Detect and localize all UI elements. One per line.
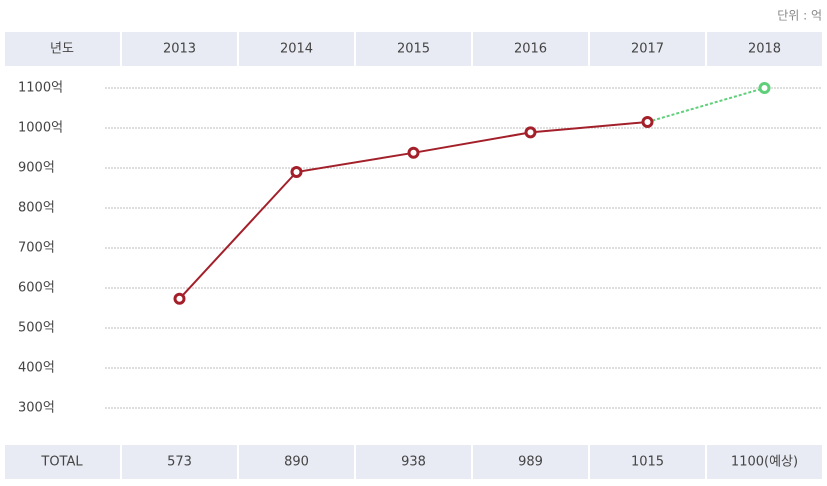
value-label: 989: [518, 455, 543, 470]
y-tick-label: 500억: [18, 321, 55, 336]
footer-cell: [239, 445, 354, 479]
x-tick-label: 2016: [514, 42, 547, 57]
x-tick-label: 2017: [631, 42, 664, 57]
footer-cell: [707, 445, 822, 479]
point: [641, 116, 654, 128]
header-cell: [5, 32, 120, 66]
footer-label: TOTAL: [40, 455, 83, 470]
header-cell: [473, 32, 588, 66]
point: [290, 166, 303, 178]
y-tick-label: 900억: [18, 161, 55, 176]
y-tick-label: 300억: [18, 401, 55, 416]
y-tick-label: 800억: [18, 201, 55, 216]
header-cell: [239, 32, 354, 66]
header-cell: [356, 32, 471, 66]
header-cell: [590, 32, 705, 66]
x-tick-label: 2014: [280, 42, 313, 57]
header-cell: [707, 32, 822, 66]
point: [524, 126, 537, 139]
header-label: 년도: [50, 42, 74, 57]
value-label: 1100(예상): [731, 455, 798, 470]
y-tick-label: 1000억: [18, 121, 63, 136]
footer-cell: [473, 445, 588, 479]
point: [407, 146, 420, 159]
footer-cell: [122, 445, 237, 479]
x-tick-label: 2013: [163, 42, 196, 57]
value-label: 890: [284, 455, 309, 470]
x-tick-label: 2015: [397, 42, 430, 57]
point: [173, 292, 186, 305]
value-label: 1015: [631, 455, 664, 470]
value-label: 573: [167, 455, 192, 470]
forecast-line: [647, 87, 765, 123]
value-label: 938: [401, 455, 426, 470]
x-tick-label: 2018: [748, 42, 781, 57]
y-tick-label: 700억: [18, 241, 55, 256]
footer-cell: [356, 445, 471, 479]
forecast-point: [758, 82, 771, 94]
header-cell: [122, 32, 237, 66]
y-tick-label: 400억: [18, 361, 55, 376]
unit-label: 단위 : 억: [777, 9, 822, 23]
y-tick-label: 1100억: [18, 81, 63, 96]
footer-cell: [5, 445, 120, 479]
footer-cell: [590, 445, 705, 479]
y-tick-label: 600억: [18, 281, 55, 296]
